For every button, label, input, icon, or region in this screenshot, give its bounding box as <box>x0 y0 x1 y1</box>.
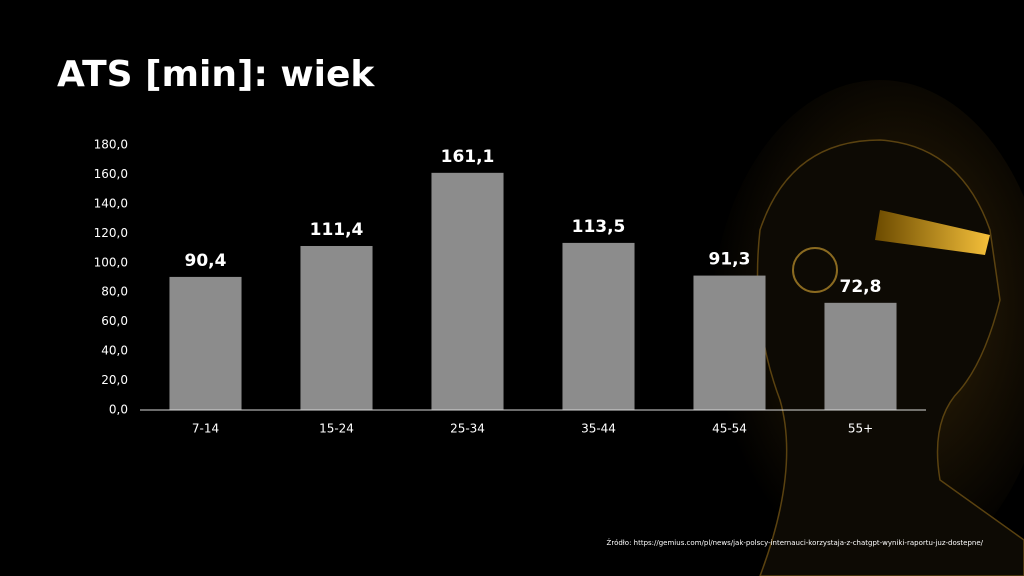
x-tick-label: 15-24 <box>319 422 354 436</box>
y-tick-label: 80,0 <box>101 285 128 299</box>
x-tick-label: 45-54 <box>712 422 747 436</box>
bar <box>431 172 504 410</box>
x-tick-label: 55+ <box>848 422 873 436</box>
y-tick-label: 60,0 <box>101 314 128 328</box>
bar <box>824 302 897 410</box>
value-label: 90,4 <box>185 251 227 271</box>
bar <box>693 275 766 410</box>
source-note: Źródło: https://gemius.com/pl/news/jak-p… <box>607 538 984 547</box>
y-tick-label: 100,0 <box>94 255 128 269</box>
value-label: 161,1 <box>441 147 495 167</box>
y-tick-label: 40,0 <box>101 344 128 358</box>
y-tick-label: 140,0 <box>94 196 128 210</box>
y-tick-label: 120,0 <box>94 226 128 240</box>
x-tick-label: 7-14 <box>192 422 219 436</box>
y-tick-label: 180,0 <box>94 138 128 152</box>
bar <box>300 245 373 410</box>
value-label: 111,4 <box>310 220 364 240</box>
bar <box>169 276 242 410</box>
y-tick-label: 0,0 <box>109 403 128 417</box>
slide-title: ATS [min]: wiek <box>57 54 375 95</box>
figure-visor <box>875 210 990 255</box>
y-tick-label: 160,0 <box>94 167 128 181</box>
y-tick-label: 20,0 <box>101 373 128 387</box>
x-tick-label: 35-44 <box>581 422 616 436</box>
value-label: 91,3 <box>709 250 751 270</box>
figure-ear <box>792 247 838 293</box>
value-label: 113,5 <box>572 217 626 237</box>
x-tick-label: 25-34 <box>450 422 485 436</box>
value-label: 72,8 <box>840 277 882 297</box>
bar <box>562 242 635 410</box>
